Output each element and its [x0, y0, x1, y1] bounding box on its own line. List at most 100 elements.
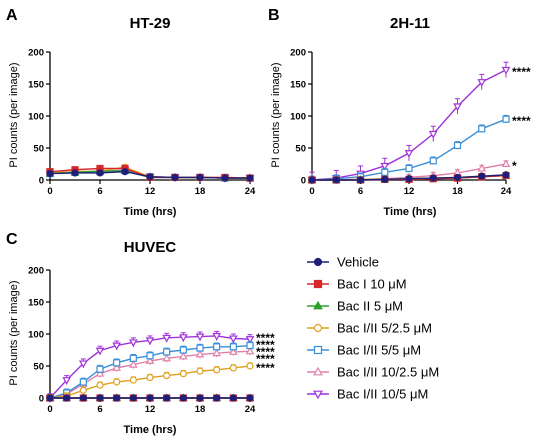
- data-point: [229, 335, 238, 344]
- significance-label: ****: [512, 114, 531, 128]
- data-point: [405, 175, 413, 183]
- data-point: [162, 334, 171, 343]
- x-tick-label: 24: [245, 186, 256, 197]
- panel-a-plot: 0 6 12 18 24 0 50 100 150 200: [28, 48, 256, 198]
- data-point: [129, 394, 137, 402]
- data-point: [196, 394, 204, 402]
- legend-label: Bac I/II 10/5 μM: [337, 387, 428, 402]
- data-point: [429, 174, 437, 182]
- data-point: [62, 377, 71, 385]
- data-point: [146, 373, 154, 382]
- y-tick-label: 150: [290, 80, 306, 91]
- legend-marker: [313, 323, 323, 333]
- data-point: [79, 360, 88, 369]
- y-tick-label: 50: [33, 362, 44, 373]
- data-point: [196, 173, 204, 182]
- data-point: [163, 372, 171, 380]
- legend-label: Bac I/II 10/2.5 μM: [337, 365, 439, 380]
- data-point: [332, 176, 340, 184]
- legend-item: Vehicle: [307, 255, 379, 270]
- series-0: [46, 168, 254, 182]
- data-point: [501, 159, 511, 167]
- significance-label: ****: [256, 345, 275, 359]
- legend-item: Bac I/II 5/5 μM: [307, 343, 421, 358]
- data-point: [246, 174, 254, 182]
- legend-item: Bac I/II 10/5 μM: [307, 387, 428, 402]
- series-0: [46, 394, 254, 402]
- data-point: [453, 141, 462, 150]
- legend-item: Bac I/II 10/2.5 μM: [307, 365, 439, 380]
- x-tick-label: 18: [195, 404, 206, 415]
- y-tick-label: 0: [39, 394, 44, 405]
- data-point: [221, 174, 229, 182]
- data-point: [478, 172, 486, 180]
- y-tick-label: 200: [290, 48, 306, 59]
- legend-marker: [313, 279, 323, 289]
- data-point: [246, 362, 254, 370]
- data-point: [129, 360, 138, 368]
- data-point: [163, 394, 171, 402]
- data-point: [71, 169, 79, 177]
- significance-label: ****: [256, 352, 275, 366]
- significance-label: *: [512, 159, 517, 173]
- legend-marker: [313, 257, 323, 267]
- panel-letter-c: C: [6, 231, 18, 248]
- data-point: [213, 366, 221, 374]
- data-point: [501, 66, 511, 75]
- significance-label: ****: [256, 361, 275, 375]
- data-point: [113, 394, 121, 402]
- y-tick-label: 200: [28, 266, 44, 277]
- data-point: [46, 394, 54, 402]
- data-point: [129, 354, 137, 362]
- y-tick-label: 100: [290, 112, 306, 123]
- data-point: [63, 394, 71, 402]
- data-point: [246, 341, 254, 350]
- data-point: [453, 103, 462, 112]
- y-tick-label: 0: [301, 176, 306, 187]
- data-point: [196, 344, 204, 352]
- data-point: [195, 349, 205, 358]
- data-point: [212, 332, 221, 341]
- panel-letter-b: B: [268, 7, 280, 24]
- data-point: [245, 346, 255, 355]
- data-point: [121, 168, 129, 176]
- panel-b-ylabel: PI counts (per image): [270, 62, 282, 167]
- data-point: [95, 369, 105, 377]
- data-point: [429, 157, 437, 165]
- data-point: [212, 348, 221, 357]
- data-point: [179, 394, 187, 402]
- data-point: [196, 367, 204, 375]
- panel-letter-a: A: [6, 7, 18, 24]
- legend-label: Bac I/II 5/2.5 μM: [337, 321, 432, 336]
- data-point: [405, 164, 413, 173]
- panel-a-xlabel: Time (hrs): [124, 206, 177, 218]
- x-tick-label: 0: [309, 186, 314, 197]
- data-point: [453, 173, 462, 182]
- x-tick-label: 18: [195, 186, 206, 197]
- data-point: [46, 170, 54, 178]
- data-point: [195, 333, 205, 342]
- panel-c-xlabel: Time (hrs): [124, 424, 177, 436]
- data-point: [502, 115, 510, 123]
- y-tick-label: 0: [39, 176, 44, 187]
- data-point: [145, 356, 155, 364]
- panel-a-title: HT-29: [130, 15, 171, 32]
- data-point: [96, 381, 104, 389]
- data-point: [308, 176, 316, 184]
- data-point: [79, 386, 87, 394]
- data-point: [229, 364, 237, 372]
- x-tick-label: 0: [47, 186, 52, 197]
- data-point: [179, 346, 187, 354]
- y-tick-label: 150: [28, 80, 44, 91]
- series-0: [308, 171, 510, 184]
- series-line: [311, 69, 507, 181]
- series-6: [45, 330, 255, 403]
- panel-a-ylabel: PI counts (per image): [8, 62, 20, 167]
- data-point: [179, 334, 188, 342]
- legend-item: Bac I 10 μM: [307, 277, 407, 292]
- data-point: [245, 336, 255, 344]
- x-tick-label: 0: [47, 404, 52, 415]
- x-tick-label: 12: [145, 186, 156, 197]
- y-tick-label: 100: [28, 330, 44, 341]
